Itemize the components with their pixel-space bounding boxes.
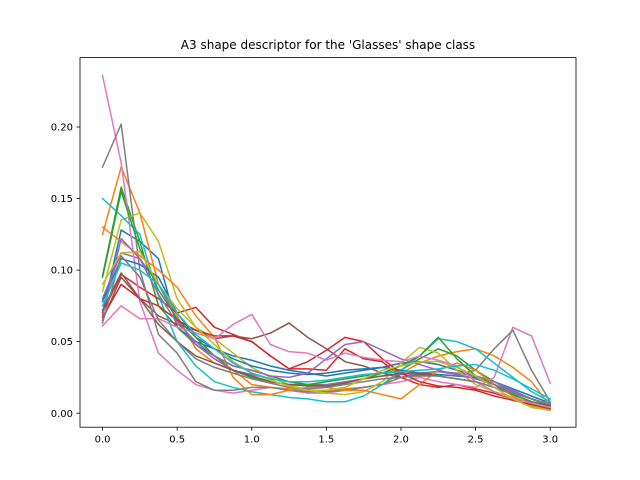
plot-frame <box>79 57 577 428</box>
series-line-15 <box>101 237 552 406</box>
series-line-9 <box>101 212 552 412</box>
x-tick-label: 3.0 <box>542 435 558 446</box>
y-tick-label: 0.05 <box>51 337 73 348</box>
x-tick-label: 1.5 <box>318 435 334 446</box>
x-tick-label: 0.5 <box>169 435 185 446</box>
y-tick-label: 0.00 <box>51 409 73 420</box>
y-tick-label: 0.20 <box>51 123 73 134</box>
y-tick-label: 0.10 <box>51 266 73 277</box>
series-layer <box>101 74 552 412</box>
x-tick-label: 1.0 <box>244 435 260 446</box>
series-line-14 <box>101 283 552 410</box>
series-line-20 <box>101 262 552 400</box>
chart-title: A3 shape descriptor for the 'Glasses' sh… <box>181 38 475 52</box>
x-tick-label: 2.0 <box>393 435 409 446</box>
y-tick-label: 0.15 <box>51 194 73 205</box>
x-tick-label: 0.0 <box>95 435 111 446</box>
axes-layer: 0.0 0.5 1.0 1.5 2.0 2.5 3.0 0.00 0.05 0.10 0.15 0.2… <box>51 57 577 446</box>
x-tick-label: 2.5 <box>468 435 484 446</box>
series-line-18 <box>101 255 552 406</box>
series-line-19 <box>101 250 552 412</box>
